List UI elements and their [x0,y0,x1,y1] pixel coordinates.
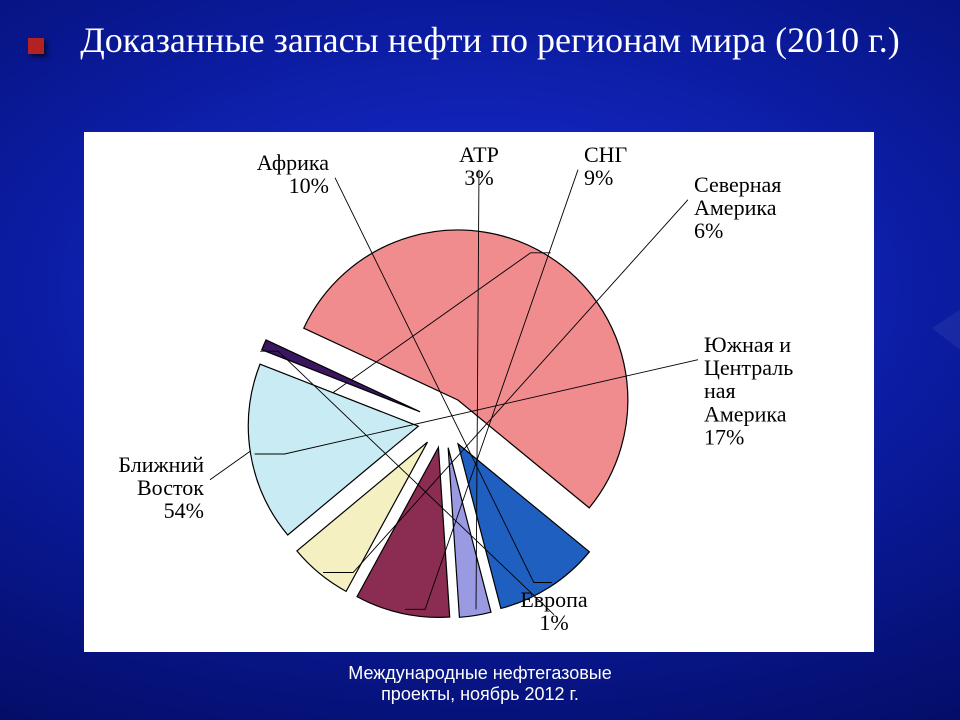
pie-label: СНГ9% [584,142,628,190]
pie-label: АТР3% [459,142,499,190]
pie-label: СевернаяАмерика6% [694,172,781,243]
title-bullet [28,38,44,54]
pie-label: Европа1% [520,587,588,635]
slide-title: Доказанные запасы нефти по регионам мира… [60,18,920,63]
pie-label: Африка10% [257,150,329,198]
pie-slice [248,364,418,535]
pie-label: Южная иЦентральнаяАмерика17% [704,332,793,449]
pie-label: БлижнийВосток54% [118,452,204,523]
slide-footer: Международные нефтегазовые проекты, нояб… [0,663,960,706]
slide: Доказанные запасы нефти по регионам мира… [0,0,960,720]
pie-chart-svg: БлижнийВосток54% Африка10% АТР3% СНГ9% Север… [84,132,874,652]
page-fold-deco [932,310,960,350]
pie-chart-panel: БлижнийВосток54% Африка10% АТР3% СНГ9% Север… [84,132,874,652]
